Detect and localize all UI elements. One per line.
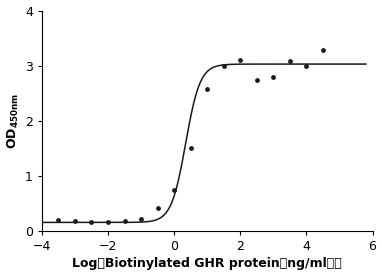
Point [287, 59, 293, 63]
Point [320, 48, 326, 52]
Y-axis label: $\mathregular{OD_{450nm}}$: $\mathregular{OD_{450nm}}$ [6, 93, 21, 149]
Point [55, 218, 62, 222]
Point [171, 188, 177, 192]
Point [121, 219, 128, 224]
Point [204, 87, 210, 92]
Point [270, 75, 276, 79]
Point [88, 220, 94, 224]
Point [254, 77, 260, 82]
Point [155, 206, 161, 210]
Point [72, 219, 78, 224]
Point [105, 220, 111, 225]
Point [237, 58, 243, 62]
Point [303, 63, 309, 68]
Point [221, 63, 227, 68]
Point [188, 146, 194, 151]
X-axis label: Log（Biotinylated GHR protein（ng/ml））: Log（Biotinylated GHR protein（ng/ml）） [72, 258, 342, 270]
Point [138, 217, 144, 221]
